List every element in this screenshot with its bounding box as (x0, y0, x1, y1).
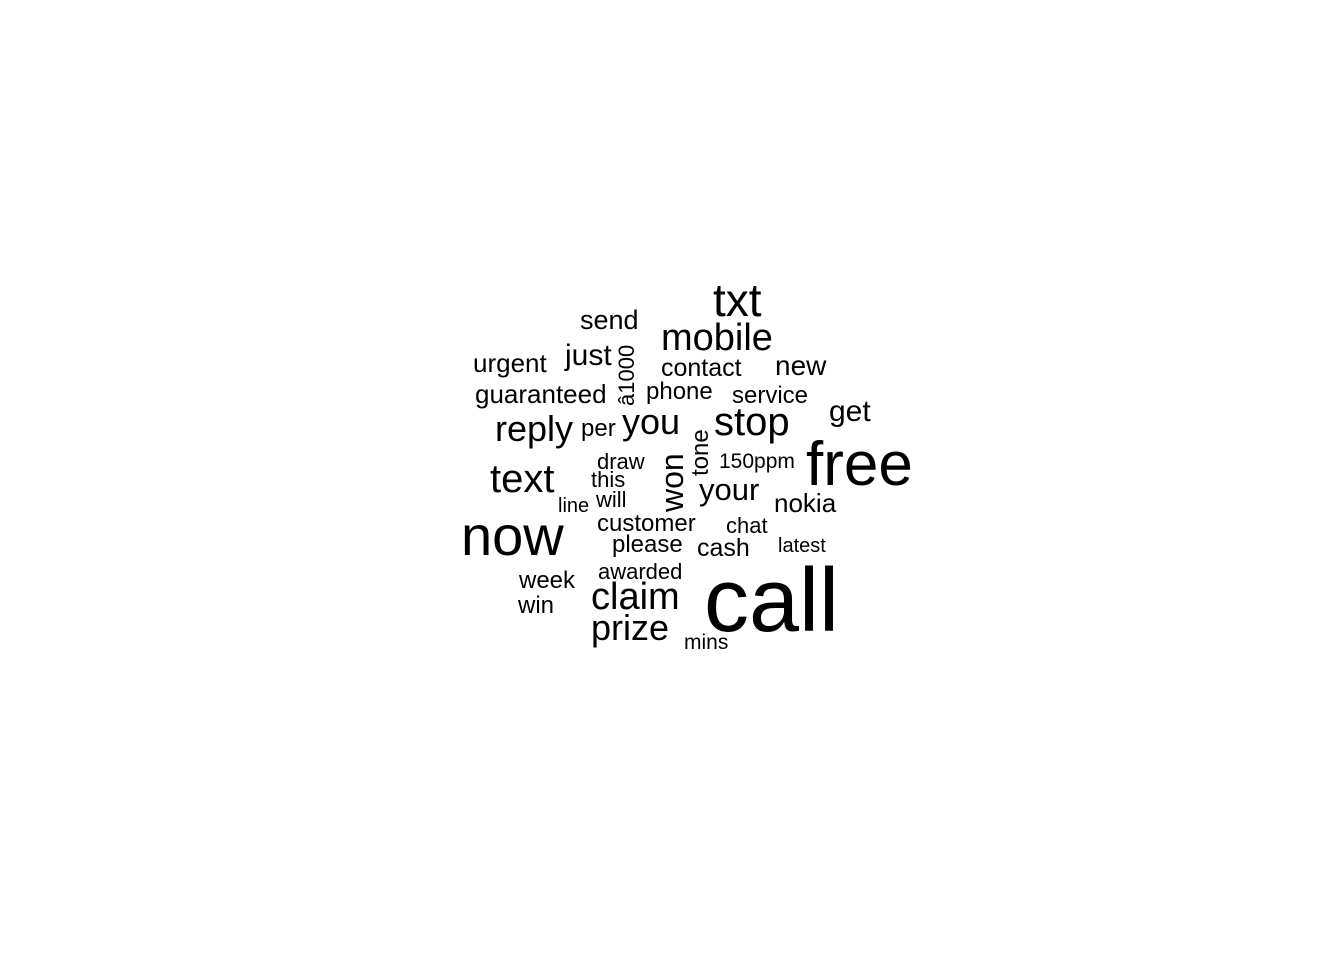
word-mobile: mobile (661, 317, 773, 359)
word-latest: latest (778, 535, 826, 557)
word-get: get (829, 395, 871, 428)
word-service: service (732, 382, 809, 409)
word-tone: tone (687, 429, 714, 476)
word-now: now (461, 504, 564, 567)
word-awarded: awarded (598, 559, 683, 584)
word-text: text (490, 457, 555, 501)
word-nokia: nokia (774, 488, 837, 518)
word-send: send (580, 305, 639, 335)
word-contact: contact (661, 354, 742, 382)
word-150ppm: 150ppm (719, 450, 795, 473)
word-claim: claim (591, 576, 680, 618)
word-will: will (596, 487, 627, 512)
word-line: line (558, 495, 590, 517)
word-week: week (519, 567, 576, 594)
word-chat: chat (726, 513, 768, 538)
word-guaranteed: guaranteed (475, 379, 607, 409)
word-customer: customer (597, 510, 696, 537)
word-won: won (654, 453, 690, 512)
word-txt: txt (713, 274, 762, 326)
word-reply: reply (495, 408, 574, 449)
word-mins: mins (684, 631, 729, 654)
word-this: this (591, 467, 626, 492)
word-you: you (622, 401, 681, 442)
word-prize: prize (591, 607, 670, 648)
word-new: new (775, 350, 827, 381)
word-draw: draw (597, 449, 645, 474)
word-phone: phone (646, 378, 713, 405)
word-please: please (612, 531, 683, 558)
word-call: call (704, 551, 840, 651)
word-per: per (581, 415, 616, 442)
word-your: your (699, 472, 760, 507)
word-cash: cash (697, 534, 750, 562)
word-win: win (518, 592, 555, 619)
word-urgent: urgent (473, 348, 547, 378)
word-free: free (806, 430, 913, 499)
word-stop: stop (714, 400, 790, 444)
word-just: just (565, 339, 612, 372)
word-a1000: â1000 (614, 344, 639, 406)
